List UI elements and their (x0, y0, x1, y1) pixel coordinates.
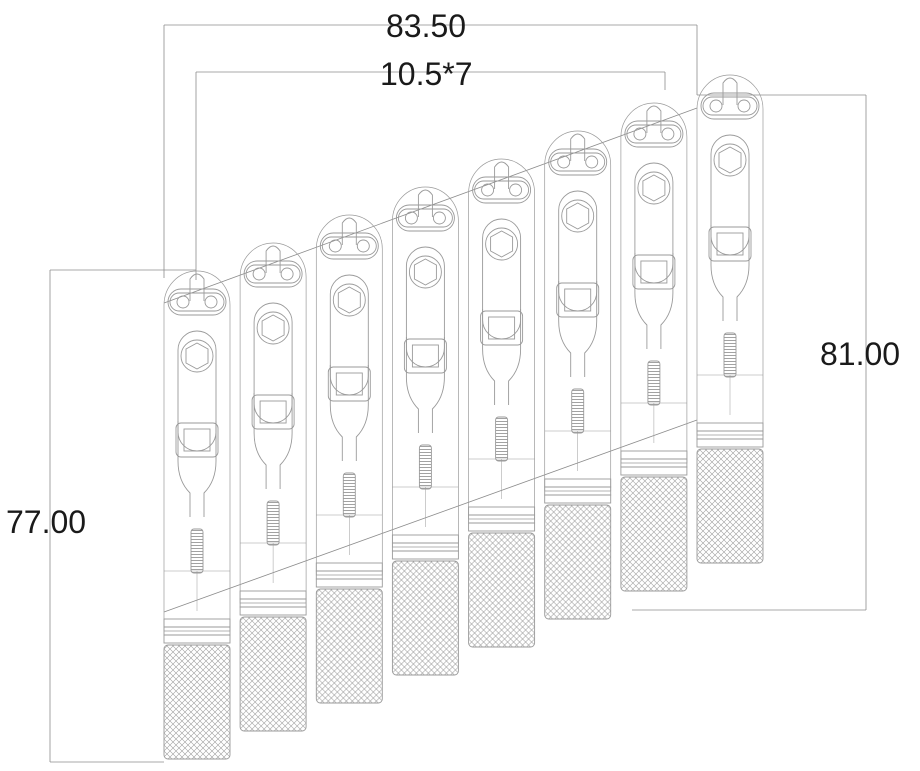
screwdriver-part (315, 214, 383, 704)
screwdriver-set (163, 74, 764, 760)
screwdriver-part (391, 186, 459, 676)
screwdriver-part (544, 130, 612, 620)
construction-line-top (163, 107, 698, 304)
dim-right-height-label: 81.00 (820, 336, 901, 372)
screwdriver-part (163, 270, 231, 760)
screwdriver-part (696, 74, 764, 564)
screwdriver-part (239, 242, 307, 732)
screwdriver-part (468, 158, 536, 648)
screwdriver-part (620, 102, 688, 592)
dim-overall-width-label: 83.50 (386, 8, 467, 44)
dim-left-height-label: 77.00 (6, 504, 87, 540)
dimension-lines (49, 24, 867, 763)
dim-pitch-label: 10.5*7 (380, 56, 473, 92)
construction-line-bottom (163, 419, 698, 613)
